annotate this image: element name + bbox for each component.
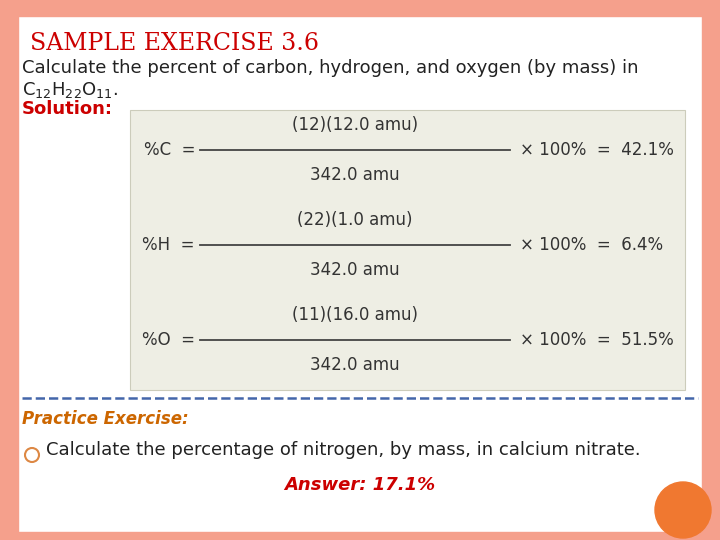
Text: × 100%  =  42.1%: × 100% = 42.1% bbox=[520, 141, 674, 159]
Text: Solution:: Solution: bbox=[22, 100, 113, 118]
Text: Answer: 17.1%: Answer: 17.1% bbox=[284, 476, 436, 494]
Text: Calculate the percent of carbon, hydrogen, and oxygen (by mass) in: Calculate the percent of carbon, hydroge… bbox=[22, 59, 639, 77]
Text: (12)(12.0 amu): (12)(12.0 amu) bbox=[292, 116, 418, 134]
Circle shape bbox=[655, 482, 711, 538]
Text: (11)(16.0 amu): (11)(16.0 amu) bbox=[292, 306, 418, 324]
Text: %C  =: %C = bbox=[143, 141, 195, 159]
Text: SAMPLE EXERCISE 3.6: SAMPLE EXERCISE 3.6 bbox=[30, 32, 319, 55]
Text: × 100%  =  6.4%: × 100% = 6.4% bbox=[520, 236, 663, 254]
Bar bbox=[0, 0, 18, 540]
Text: $\mathregular{C_{12}H_{22}O_{11}}$.: $\mathregular{C_{12}H_{22}O_{11}}$. bbox=[22, 80, 118, 100]
Bar bbox=[130, 110, 685, 390]
Bar bbox=[702, 0, 720, 540]
Text: (22)(1.0 amu): (22)(1.0 amu) bbox=[297, 211, 413, 229]
Text: 342.0 amu: 342.0 amu bbox=[310, 261, 400, 279]
Text: × 100%  =  51.5%: × 100% = 51.5% bbox=[520, 331, 674, 349]
Text: Calculate the percentage of nitrogen, by mass, in calcium nitrate.: Calculate the percentage of nitrogen, by… bbox=[46, 441, 641, 459]
Bar bbox=[0, 0, 720, 16]
Text: Practice Exercise:: Practice Exercise: bbox=[22, 410, 189, 428]
Text: 342.0 amu: 342.0 amu bbox=[310, 356, 400, 374]
Text: 342.0 amu: 342.0 amu bbox=[310, 166, 400, 184]
Text: %O  =: %O = bbox=[142, 331, 195, 349]
Bar bbox=[0, 532, 720, 540]
Text: %H  =: %H = bbox=[143, 236, 195, 254]
